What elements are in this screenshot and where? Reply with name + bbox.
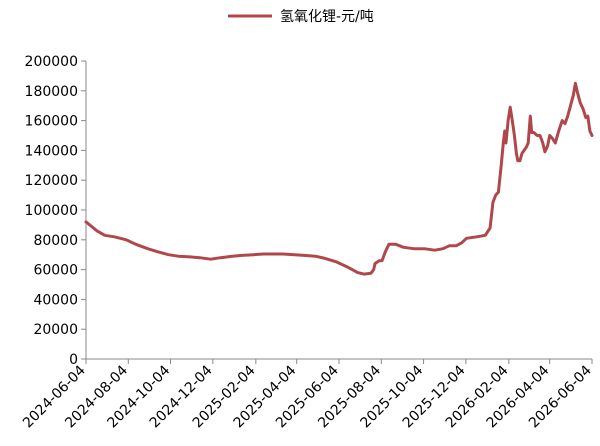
legend: 氢氧化锂-元/吨	[228, 9, 374, 25]
y-tick-label: 0	[69, 352, 78, 368]
axes	[85, 61, 592, 360]
plot-area	[84, 81, 594, 276]
x-axis-ticks: 2024-06-042024-08-042024-10-042024-12-04…	[20, 359, 595, 431]
y-tick-label: 80000	[33, 233, 78, 249]
y-tick-label: 100000	[25, 203, 78, 219]
y-tick-label: 20000	[33, 322, 78, 338]
y-tick-label: 60000	[33, 263, 78, 279]
y-tick-label: 180000	[25, 84, 78, 100]
y-tick-label: 200000	[25, 54, 78, 70]
y-tick-label: 40000	[33, 292, 78, 308]
y-tick-label: 140000	[25, 143, 78, 159]
y-axis-ticks: 0 20000 40000 60000 80000 100000 120000 140000 1…	[25, 54, 86, 368]
series-line	[84, 81, 594, 276]
y-tick-label: 120000	[25, 173, 78, 189]
y-tick-label: 160000	[25, 114, 78, 130]
legend-label: 氢氧化锂-元/吨	[280, 9, 374, 25]
